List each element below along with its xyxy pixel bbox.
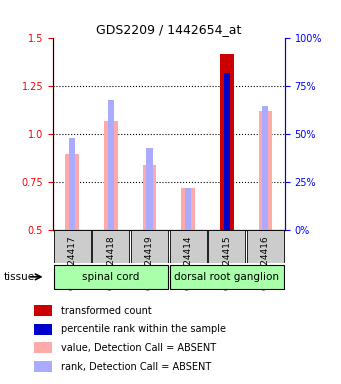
Text: rank, Detection Call = ABSENT: rank, Detection Call = ABSENT xyxy=(61,362,211,372)
Text: spinal cord: spinal cord xyxy=(82,272,139,282)
Bar xyxy=(259,111,272,230)
Bar xyxy=(54,265,168,289)
Bar xyxy=(146,148,152,230)
Bar xyxy=(92,230,129,263)
Bar xyxy=(169,265,284,289)
Text: GSM124414: GSM124414 xyxy=(183,235,193,290)
Bar xyxy=(34,361,52,372)
Bar xyxy=(108,100,114,230)
Bar xyxy=(247,230,284,263)
Bar xyxy=(181,188,195,230)
Bar xyxy=(104,121,118,230)
Text: tissue: tissue xyxy=(3,272,34,282)
Bar xyxy=(169,230,207,263)
Bar xyxy=(143,165,156,230)
Bar xyxy=(65,154,79,230)
Text: GSM124417: GSM124417 xyxy=(68,235,77,290)
Bar xyxy=(208,230,245,263)
Bar xyxy=(224,73,230,230)
Text: transformed count: transformed count xyxy=(61,306,152,316)
Text: GSM124416: GSM124416 xyxy=(261,235,270,290)
Text: GSM124418: GSM124418 xyxy=(106,235,115,290)
Bar xyxy=(34,305,52,316)
Text: dorsal root ganglion: dorsal root ganglion xyxy=(174,272,279,282)
Bar xyxy=(34,342,52,353)
Bar xyxy=(185,188,191,230)
Bar xyxy=(69,138,75,230)
Text: value, Detection Call = ABSENT: value, Detection Call = ABSENT xyxy=(61,343,216,353)
Bar xyxy=(54,230,91,263)
Bar xyxy=(131,230,168,263)
Text: GSM124419: GSM124419 xyxy=(145,235,154,290)
Text: GSM124415: GSM124415 xyxy=(222,235,231,290)
Bar xyxy=(34,324,52,334)
Bar xyxy=(220,54,234,230)
Title: GDS2209 / 1442654_at: GDS2209 / 1442654_at xyxy=(96,23,241,36)
Text: percentile rank within the sample: percentile rank within the sample xyxy=(61,324,226,334)
Bar xyxy=(262,106,268,230)
